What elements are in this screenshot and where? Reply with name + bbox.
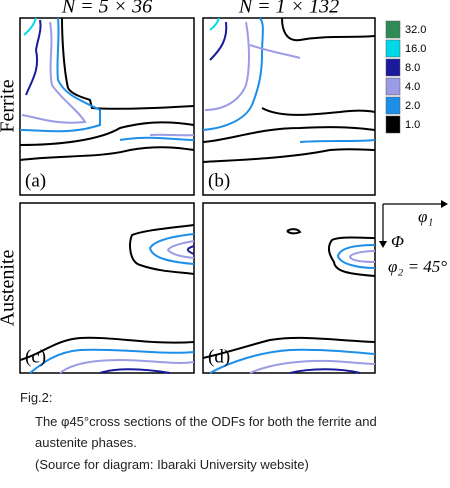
legend-label: 8.0: [405, 62, 420, 74]
panel-label: (d): [208, 346, 230, 367]
legend-label: 32.0: [405, 24, 426, 36]
legend-swatch: [385, 115, 401, 134]
legend-swatch: [385, 39, 401, 58]
row-label: Ferrite: [0, 79, 19, 132]
legend-swatch: [385, 58, 401, 77]
caption-line: austenite phases.: [35, 435, 137, 450]
column-header: N = 1 × 132: [238, 0, 339, 18]
legend: 32.0 16.0 8.0 4.0 2.0 1.0: [385, 20, 426, 134]
axis-indicator: [379, 200, 448, 248]
axis-label: φ₂ = 45°: [388, 257, 447, 276]
panel-label: (b): [208, 170, 230, 191]
legend-label: 2.0: [405, 100, 420, 112]
caption-line: (Source for diagram: Ibaraki University …: [35, 457, 309, 472]
legend-label: 4.0: [405, 81, 420, 93]
legend-swatch: [385, 96, 401, 115]
contour-figure: N = 5 × 36 N = 1 × 132 Ferrite Austenite: [0, 0, 448, 374]
contours-b: [202, 17, 376, 163]
legend-label: 16.0: [405, 43, 426, 55]
legend-label: 1.0: [405, 119, 420, 131]
panel-label: (a): [25, 170, 46, 191]
contours-c: [19, 224, 195, 374]
legend-swatch: [385, 77, 401, 96]
legend-swatch: [385, 20, 401, 39]
panel-label: (c): [25, 346, 46, 367]
caption-number: Fig.2:: [20, 390, 53, 405]
column-header: N = 5 × 36: [61, 0, 152, 18]
contours-d: [202, 228, 376, 374]
axis-label: Φ: [391, 232, 404, 251]
row-label: Austenite: [0, 250, 19, 327]
axis-label: φ₁: [418, 207, 433, 226]
contours-a: [19, 17, 195, 161]
caption-line: The φ45°cross sections of the ODFs for b…: [35, 414, 377, 429]
panel-frames: [19, 17, 376, 374]
